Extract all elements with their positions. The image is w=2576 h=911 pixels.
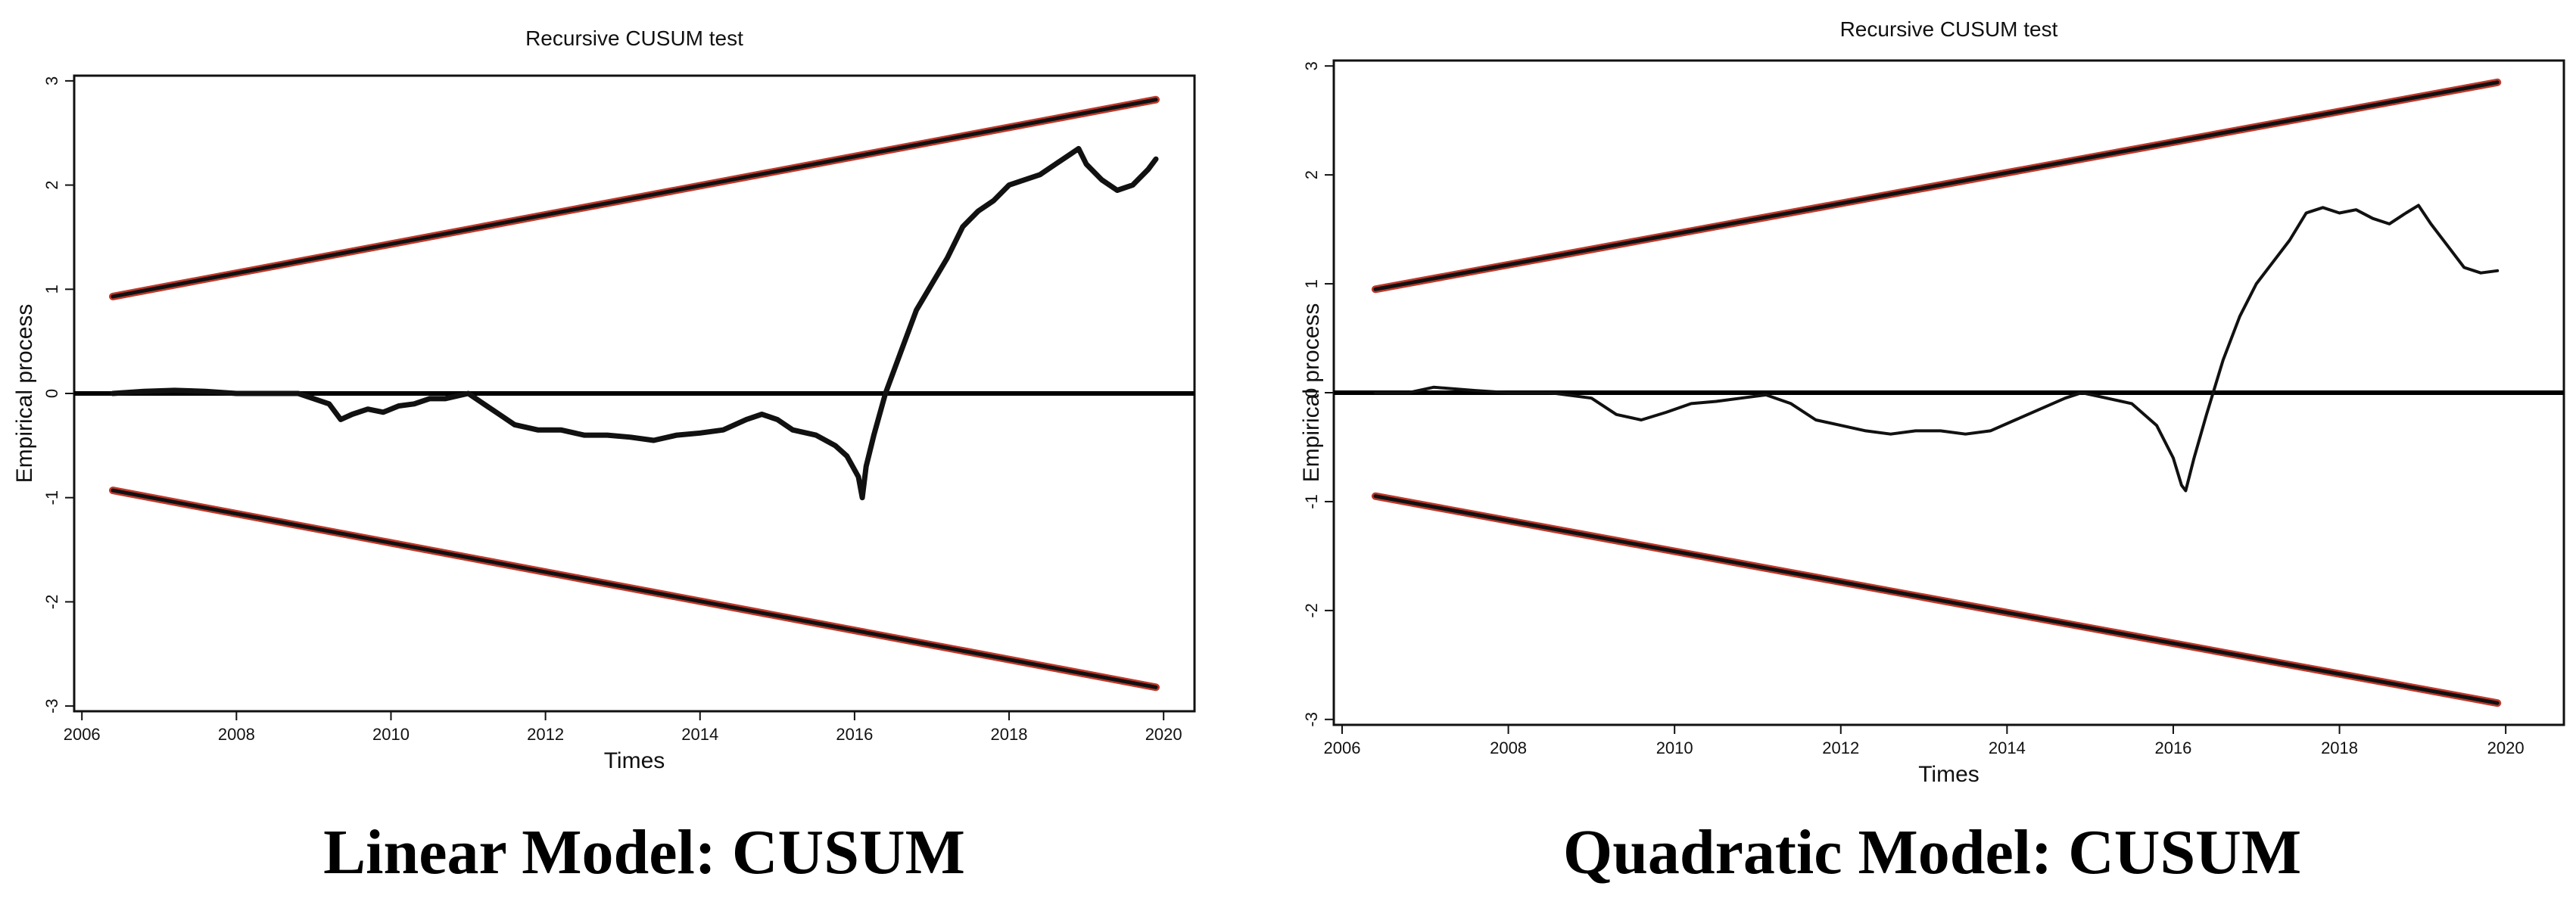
quadratic-cusum-chart: Recursive CUSUM test Times Empirical proce… [1299, 17, 2565, 787]
lower-boundary-line [1373, 494, 2500, 705]
x-tick-label: 2014 [1989, 738, 2026, 757]
x-tick-label: 2008 [1490, 738, 1527, 757]
quadratic-model-panel: Recursive CUSUM test Times Empirical proce… [1288, 0, 2576, 911]
x-tick-label: 2018 [991, 725, 1028, 744]
upper-boundary-line [111, 98, 1158, 299]
lower-boundary-line [111, 488, 1158, 689]
linear-cusum-chart: Recursive CUSUM test Times Empirical proce… [12, 26, 1196, 773]
cusum-process-line [1373, 204, 2500, 493]
x-tick-label: 2018 [2321, 738, 2358, 757]
y-tick-label: 1 [42, 284, 61, 294]
cusum-process-line [110, 145, 1159, 501]
upper-boundary-line [1373, 80, 2500, 291]
y-tick-label: -1 [1302, 494, 1321, 509]
y-tick-label: 0 [42, 389, 61, 398]
y-tick-label: 2 [1302, 170, 1321, 179]
x-tick-label: 2020 [2487, 738, 2525, 757]
x-tick-label: 2014 [681, 725, 718, 744]
quadratic-model-caption: Quadratic Model: CUSUM [1562, 817, 2302, 888]
x-tick-label: 2010 [372, 725, 410, 744]
x-tick-label: 2010 [1656, 738, 1693, 757]
x-tick-label: 2016 [836, 725, 873, 744]
y-tick-label: 3 [42, 76, 61, 86]
y-tick-label: 3 [1302, 61, 1321, 70]
x-tick-label: 2016 [2154, 738, 2191, 757]
y-tick-label: -1 [42, 490, 61, 505]
x-axis-label: Times [1918, 762, 1980, 787]
chart-title: Recursive CUSUM test [1840, 17, 2058, 41]
x-tick-label: 2006 [1324, 738, 1361, 757]
y-axis-label: Empirical process [12, 304, 37, 483]
x-tick-label: 2006 [64, 725, 101, 744]
x-tick-label: 2012 [527, 725, 564, 744]
x-axis-label: Times [604, 748, 665, 773]
y-tick-label: 0 [1302, 388, 1321, 397]
linear-model-caption: Linear Model: CUSUM [323, 817, 965, 888]
y-axis-label: Empirical process [1299, 303, 1324, 483]
chart-title: Recursive CUSUM test [525, 26, 743, 50]
y-tick-label: 2 [42, 180, 61, 189]
linear-model-panel: Recursive CUSUM test Times Empirical proce… [12, 26, 1196, 888]
y-tick-label: -2 [1302, 603, 1321, 618]
y-tick-label: -3 [1302, 712, 1321, 727]
y-tick-label: -2 [42, 595, 61, 610]
y-tick-label: 1 [1302, 279, 1321, 288]
y-tick-label: -3 [42, 698, 61, 714]
x-tick-label: 2012 [1822, 738, 1859, 757]
x-tick-label: 2008 [218, 725, 255, 744]
x-tick-label: 2020 [1145, 725, 1182, 744]
